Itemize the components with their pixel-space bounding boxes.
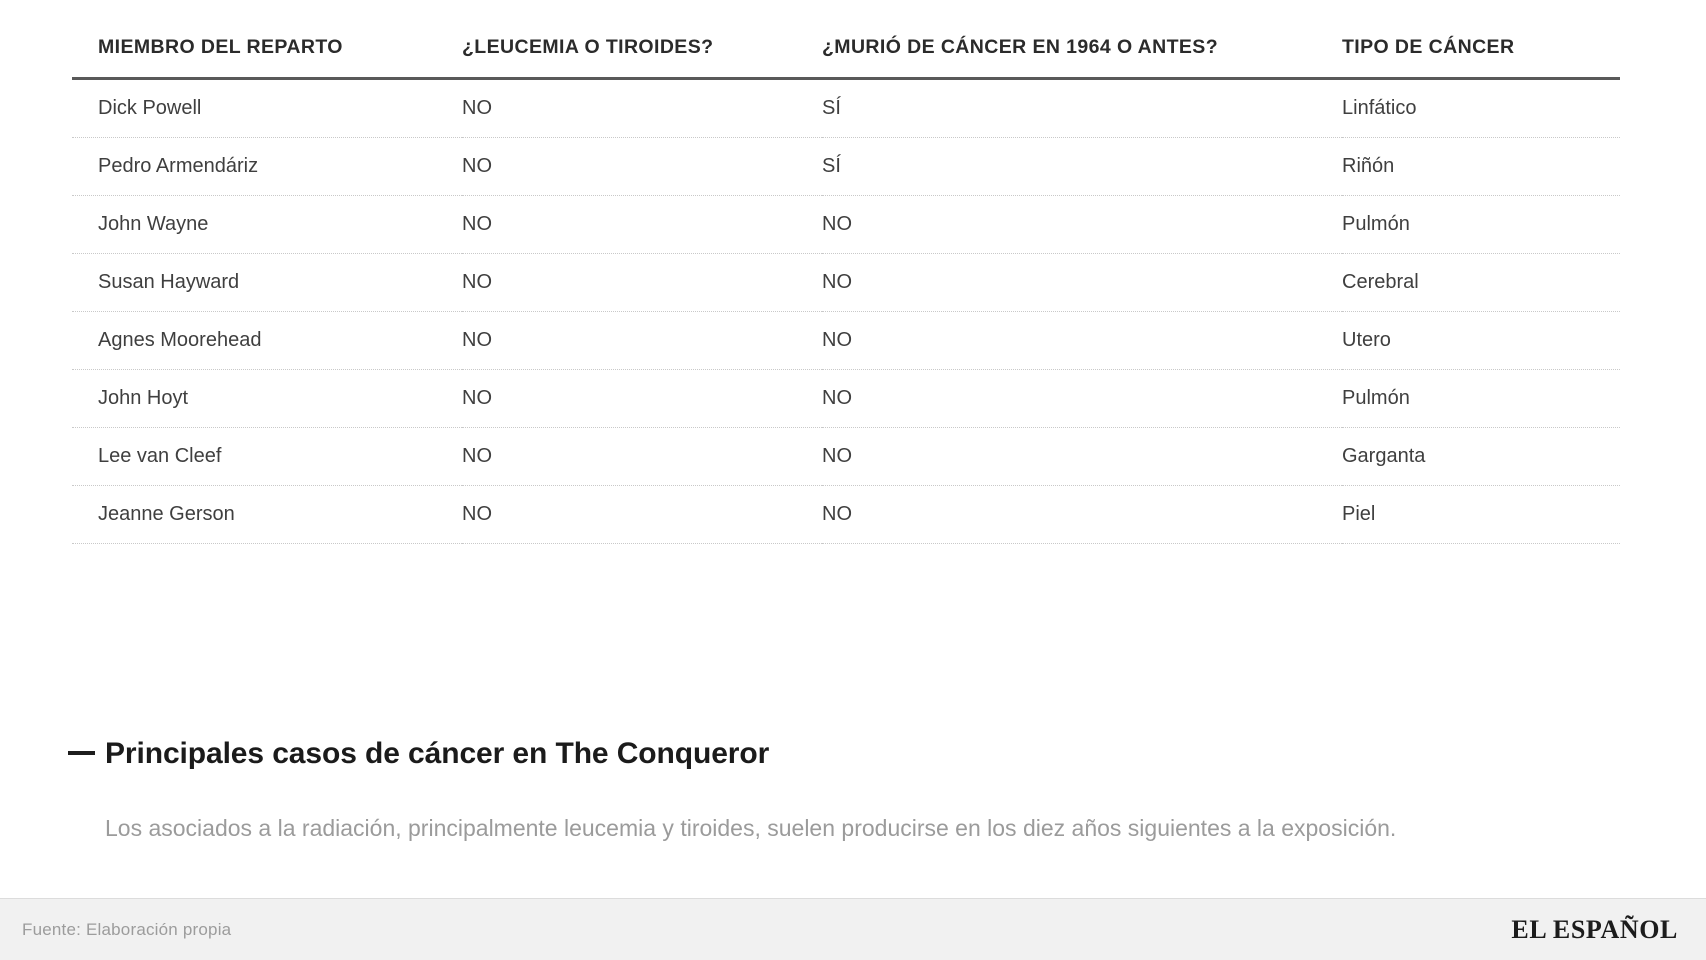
table-row: John Wayne NO NO Pulmón xyxy=(72,195,1620,254)
table-row: John Hoyt NO NO Pulmón xyxy=(72,369,1620,428)
dash-icon xyxy=(68,750,95,755)
cell-cancer-type: Utero xyxy=(1342,311,1620,370)
cell-cast-member: Susan Hayward xyxy=(72,253,462,312)
cell-cast-member: John Hoyt xyxy=(72,369,462,428)
table-row: Pedro Armendáriz NO SÍ Riñón xyxy=(72,137,1620,196)
cell-leukemia-thyroid: NO xyxy=(462,78,822,138)
cell-cast-member: Pedro Armendáriz xyxy=(72,137,462,196)
cell-leukemia-thyroid: NO xyxy=(462,311,822,370)
cell-died-1964-or-before: NO xyxy=(822,485,1342,544)
cell-died-1964-or-before: NO xyxy=(822,311,1342,370)
cell-cancer-type: Cerebral xyxy=(1342,253,1620,312)
column-header-leukemia-thyroid: ¿LEUCEMIA O TIROIDES? xyxy=(462,36,714,58)
cell-cancer-type: Garganta xyxy=(1342,427,1620,486)
cell-leukemia-thyroid: NO xyxy=(462,427,822,486)
table-row: Lee van Cleef NO NO Garganta xyxy=(72,427,1620,486)
cell-leukemia-thyroid: NO xyxy=(462,253,822,312)
page-subtitle: Los asociados a la radiación, principalm… xyxy=(105,814,1397,841)
table-row: Dick Powell NO SÍ Linfático xyxy=(72,78,1620,138)
cell-cast-member: Dick Powell xyxy=(72,78,462,138)
cell-cancer-type: Riñón xyxy=(1342,137,1620,196)
table-row: Agnes Moorehead NO NO Utero xyxy=(72,311,1620,370)
footer-bar: Fuente: Elaboración propia EL ESPAÑOL xyxy=(0,898,1706,960)
cell-died-1964-or-before: NO xyxy=(822,427,1342,486)
cell-cancer-type: Pulmón xyxy=(1342,369,1620,428)
cast-cancer-table: MIEMBRO DEL REPARTO ¿LEUCEMIA O TIROIDES… xyxy=(72,36,1620,544)
cell-cancer-type: Linfático xyxy=(1342,78,1620,138)
cast-cancer-table-container: MIEMBRO DEL REPARTO ¿LEUCEMIA O TIROIDES… xyxy=(72,36,1620,544)
cell-cancer-type: Piel xyxy=(1342,485,1620,544)
cell-died-1964-or-before: NO xyxy=(822,195,1342,254)
cell-cast-member: Jeanne Gerson xyxy=(72,485,462,544)
cell-leukemia-thyroid: NO xyxy=(462,485,822,544)
cell-cast-member: Agnes Moorehead xyxy=(72,311,462,370)
table-header: MIEMBRO DEL REPARTO ¿LEUCEMIA O TIROIDES… xyxy=(72,36,1620,79)
cell-leukemia-thyroid: NO xyxy=(462,137,822,196)
cell-leukemia-thyroid: NO xyxy=(462,195,822,254)
cell-cast-member: John Wayne xyxy=(72,195,462,254)
table-row: Jeanne Gerson NO NO Piel xyxy=(72,485,1620,544)
cell-died-1964-or-before: SÍ xyxy=(822,78,1342,138)
cell-died-1964-or-before: NO xyxy=(822,369,1342,428)
table-body: Dick Powell NO SÍ Linfático Pedro Armend… xyxy=(72,78,1620,544)
column-header-cast-member: MIEMBRO DEL REPARTO xyxy=(98,36,343,58)
headline-row: Principales casos de cáncer en The Conqu… xyxy=(68,712,1628,795)
cell-cast-member: Lee van Cleef xyxy=(72,427,462,486)
cell-died-1964-or-before: NO xyxy=(822,253,1342,312)
page-title: Principales casos de cáncer en The Conqu… xyxy=(105,736,770,770)
table-row: Susan Hayward NO NO Cerebral xyxy=(72,253,1620,312)
cell-cancer-type: Pulmón xyxy=(1342,195,1620,254)
column-header-died-1964-or-before: ¿MURIÓ DE CÁNCER EN 1964 O ANTES? xyxy=(822,36,1219,58)
cell-died-1964-or-before: SÍ xyxy=(822,137,1342,196)
source-note: Fuente: Elaboración propia xyxy=(22,919,232,939)
column-header-cancer-type: TIPO DE CÁNCER xyxy=(1342,36,1515,58)
caption-block: Principales casos de cáncer en The Conqu… xyxy=(68,712,1628,868)
table-header-row: MIEMBRO DEL REPARTO ¿LEUCEMIA O TIROIDES… xyxy=(72,36,1620,79)
cell-leukemia-thyroid: NO xyxy=(462,369,822,428)
brand-logo: EL ESPAÑOL xyxy=(1511,914,1678,944)
